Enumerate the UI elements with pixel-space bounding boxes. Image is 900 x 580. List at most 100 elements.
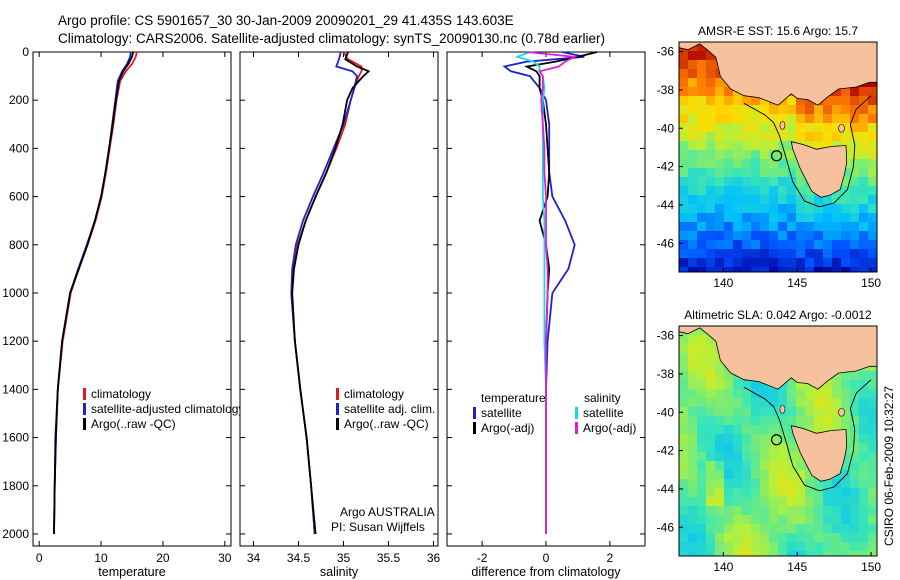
heatmap-cell [688,213,697,222]
heatmap-cell [832,479,841,488]
heatmap-cell [814,204,823,213]
heatmap-cell [733,114,742,123]
heatmap-cell [706,434,715,443]
heatmap-cell [697,488,706,497]
heatmap-cell [832,249,841,258]
heatmap-cell [868,240,877,249]
heatmap-cell [697,425,706,434]
x-tick-label: 150 [861,276,881,290]
heatmap-cell [796,398,805,407]
heatmap-cell [688,222,697,231]
heatmap-cell [805,551,814,556]
legend-swatch [336,388,339,400]
heatmap-cell [679,398,688,407]
heatmap-cell [760,452,769,461]
figure-title-line1: Argo profile: CS 5901657_30 30-Jan-2009 … [58,13,514,28]
heatmap-cell [679,452,688,461]
heatmap-cell [832,87,841,96]
heatmap-cell [787,168,796,177]
heatmap-cell [706,443,715,452]
heatmap-cell [715,380,724,389]
heatmap-cell [841,249,850,258]
heatmap-cell [706,389,715,398]
heatmap-cell [679,78,688,87]
heatmap-cell [733,204,742,213]
heatmap-cell [715,362,724,371]
heatmap-cell [760,123,769,132]
heatmap-cell [859,488,868,497]
heatmap-cell [715,177,724,186]
heatmap-cell [733,443,742,452]
heatmap-cell [868,186,877,195]
heatmap-cell [778,150,787,159]
heatmap-cell [832,524,841,533]
heatmap-cell [751,159,760,168]
heatmap-cell [688,258,697,267]
heatmap-cell [733,470,742,479]
heatmap-cell [733,213,742,222]
heatmap-cell [706,267,715,272]
heatmap-cell [742,222,751,231]
heatmap-cell [706,371,715,380]
heatmap-cell [850,186,859,195]
heatmap-cell [769,231,778,240]
x-tick-label: 0 [36,551,43,565]
heatmap-cell [715,222,724,231]
heatmap-cell [697,60,706,69]
heatmap-cell [760,542,769,551]
plot-frame [239,51,439,547]
heatmap-cell [697,186,706,195]
x-tick-label: 140 [713,560,733,574]
heatmap-cell [733,150,742,159]
y-tick-label: 1800 [2,479,29,493]
heatmap-cell [778,105,787,114]
heatmap-cell [769,416,778,425]
heatmap-cell [706,204,715,213]
heatmap-cell [688,132,697,141]
heatmap-cell [679,380,688,389]
heatmap-cell [760,195,769,204]
heatmap-cell [724,258,733,267]
y-tick-label: 1000 [2,286,29,300]
map-frame [678,41,878,273]
heatmap-cell [751,168,760,177]
heatmap-cell [859,195,868,204]
heatmap-cell [751,434,760,443]
heatmap-cell [841,551,850,556]
heatmap-cell [724,470,733,479]
heatmap-cell [787,506,796,515]
heatmap-cell [715,168,724,177]
heatmap-cell [859,389,868,398]
heatmap-cell [859,258,868,267]
heatmap-cell [715,114,724,123]
heatmap-cell [697,362,706,371]
heatmap-cell [760,443,769,452]
heatmap-cell [796,249,805,258]
heatmap-cell [796,96,805,105]
heatmap-cell [823,249,832,258]
heatmap-cell [841,240,850,249]
heatmap-cell [697,443,706,452]
heatmap-cell [868,443,877,452]
heatmap-cell [850,159,859,168]
heatmap-cell [751,542,760,551]
heatmap-cell [832,105,841,114]
heatmap-cell [724,105,733,114]
heatmap-cell [859,87,868,96]
heatmap-cell [868,452,877,461]
heatmap-cell [778,443,787,452]
heatmap-cell [850,123,859,132]
heatmap-cell [706,195,715,204]
heatmap-cell [742,461,751,470]
heatmap-cell [841,186,850,195]
heatmap-cell [823,105,832,114]
heatmap-cell [697,515,706,524]
heatmap-cell [688,195,697,204]
heatmap-cell [859,150,868,159]
heatmap-cell [679,141,688,150]
heatmap-cell [751,177,760,186]
heatmap-cell [760,258,769,267]
heatmap-cell [868,407,877,416]
heatmap-cell [688,78,697,87]
heatmap-cell [742,551,751,556]
